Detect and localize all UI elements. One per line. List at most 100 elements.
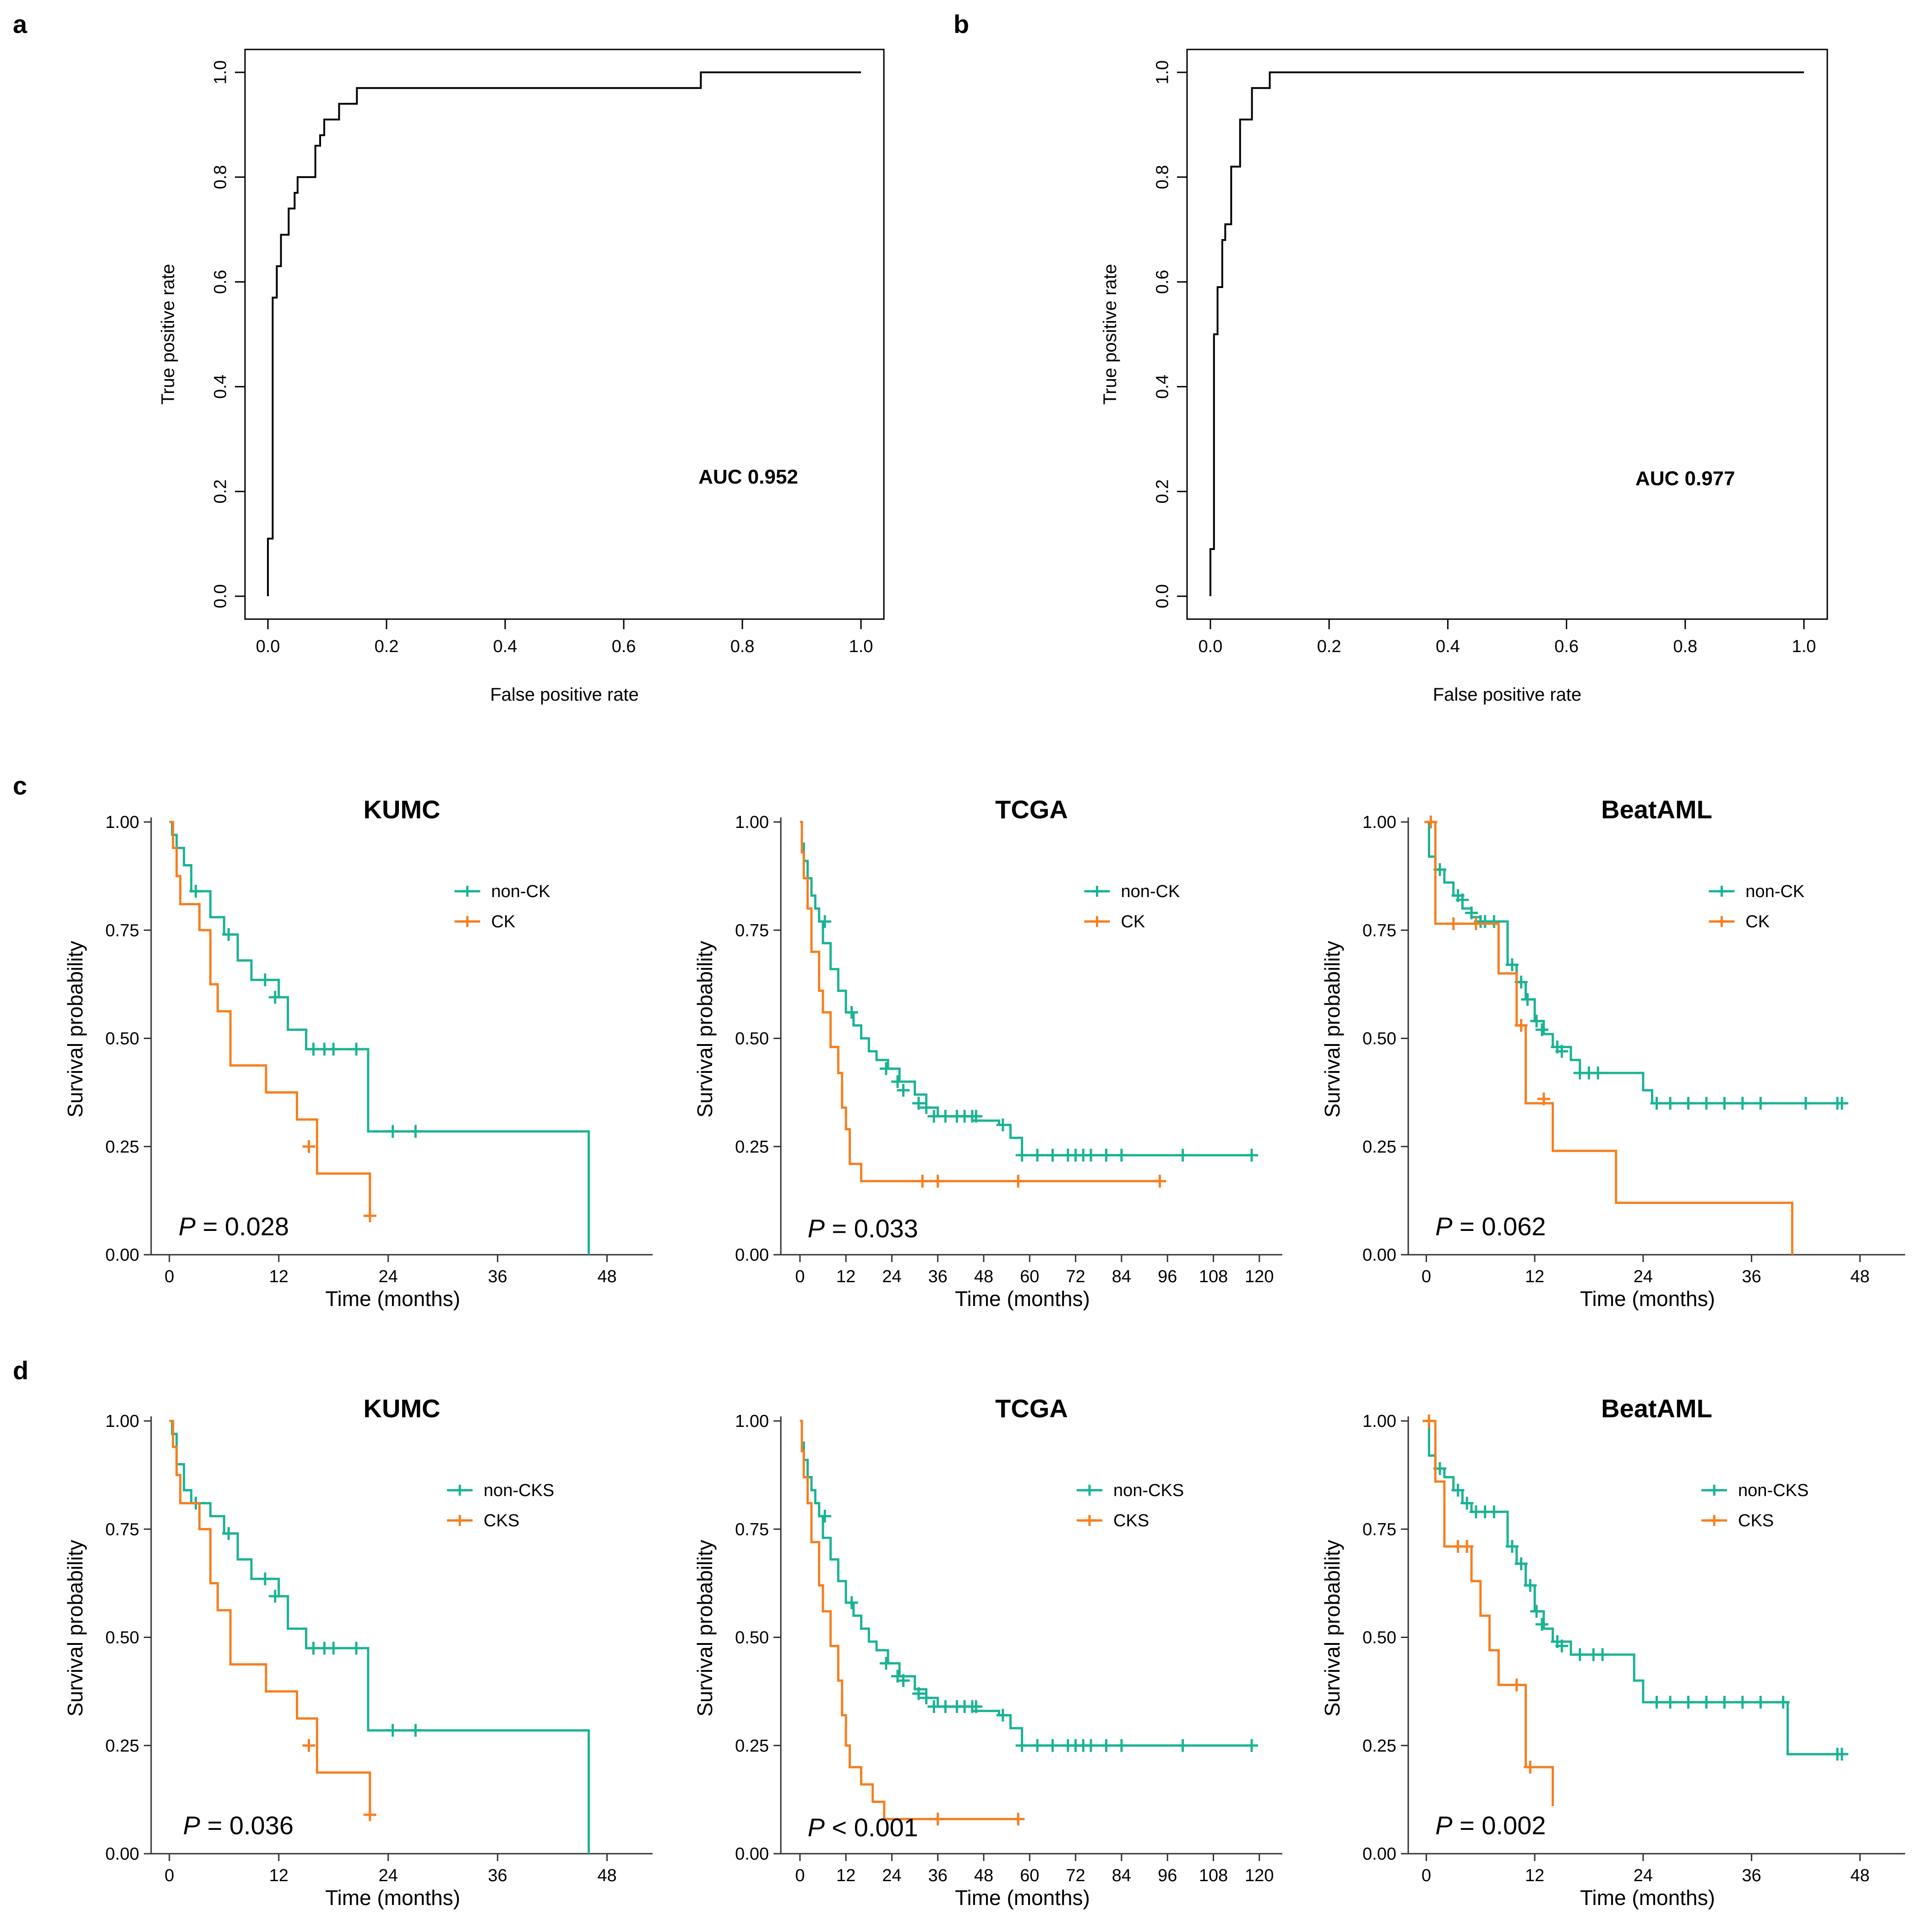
censor-mark: [327, 1642, 340, 1655]
censor-mark: [1447, 917, 1460, 931]
censor-mark: [258, 973, 272, 986]
censor-mark: [386, 1125, 399, 1138]
y-axis-label: True positive rate: [158, 264, 178, 405]
censor-mark: [897, 1674, 910, 1687]
survival-curve: [800, 1420, 1019, 1820]
censor-mark: [1031, 1148, 1044, 1162]
survival-curve: [169, 821, 371, 1216]
x-tick-label: 0: [1422, 1866, 1431, 1885]
censor-mark: [845, 1006, 858, 1019]
censor-mark: [1650, 1696, 1663, 1709]
survival-curve: [169, 1420, 590, 1854]
censor-mark: [1718, 1696, 1731, 1709]
x-tick-label: 0: [164, 1866, 174, 1885]
censor-mark: [409, 1125, 422, 1138]
censor-mark: [1591, 1067, 1605, 1080]
plot-frame: [244, 49, 885, 620]
chart-title: KUMC: [364, 795, 441, 824]
censor-mark: [1555, 1045, 1569, 1058]
x-tick-label: 0: [795, 1267, 805, 1286]
panel-letter-d: d: [13, 1356, 28, 1385]
censor-mark: [302, 1739, 316, 1752]
y-tick-label: 1.00: [105, 813, 139, 832]
x-tick-label: 12: [1525, 1866, 1544, 1885]
censor-mark: [1100, 1148, 1113, 1162]
legend-label: CK: [491, 912, 515, 931]
censor-mark: [1460, 1497, 1474, 1510]
legend-key-mark: [1716, 886, 1727, 897]
chart-title: BeatAML: [1601, 795, 1712, 824]
x-tick-label: 72: [1066, 1866, 1085, 1885]
censor-mark: [1521, 993, 1534, 1006]
x-tick-label: 12: [836, 1866, 855, 1885]
censor-mark: [1537, 1092, 1550, 1105]
censor-mark: [1573, 1648, 1586, 1661]
y-tick-label: 0.6: [211, 270, 230, 294]
censor-mark: [1460, 1540, 1474, 1553]
p-value-symbol: P: [179, 1212, 196, 1241]
censor-mark: [920, 1101, 933, 1114]
survival-curve: [800, 821, 1160, 1182]
y-tick-label: 0.50: [105, 1628, 139, 1648]
y-tick-label: 0.25: [1362, 1137, 1396, 1157]
survival-curve: [1426, 1420, 1842, 1756]
censor-mark: [931, 1175, 944, 1188]
x-tick-label: 0.0: [256, 637, 280, 656]
censor-mark: [1524, 1579, 1537, 1592]
x-tick-label: 0: [1422, 1267, 1431, 1286]
censor-mark: [1530, 1014, 1543, 1028]
x-tick-label: 36: [488, 1866, 507, 1885]
x-tick-label: 0.4: [493, 637, 518, 656]
y-tick-label: 0.00: [735, 1845, 769, 1864]
censor-mark: [349, 1642, 363, 1655]
km-d-kumc: 0.00 0.25 0.50 0.75 1.00 0 12 24 36 48 KUMC Time (m…: [63, 1394, 653, 1910]
censor-mark: [268, 1589, 282, 1603]
censor-mark: [1835, 1747, 1848, 1761]
legend-label: non-CK: [491, 882, 550, 901]
charts-container: 0.0 0.2 0.4 0.6 0.8 1.0 0.0 0.2 0.4 0.6 0.8 1.0 Fals…: [63, 49, 1905, 1910]
legend-label: non-CK: [1121, 882, 1180, 901]
panel-letter-c: c: [13, 771, 27, 800]
chart-title: TCGA: [995, 1394, 1068, 1423]
y-tick-label: 0.50: [1362, 1029, 1396, 1049]
x-tick-label: 60: [1020, 1267, 1039, 1286]
x-tick-label: 24: [1634, 1267, 1653, 1286]
censor-mark: [927, 1110, 941, 1123]
p-value-symbol: P: [1435, 1212, 1452, 1241]
y-axis-label: Survival probability: [1320, 941, 1344, 1117]
y-tick-label: 0.75: [735, 1520, 769, 1539]
legend-label: non-CKS: [1738, 1481, 1809, 1500]
x-axis-label: Time (months): [1580, 1886, 1715, 1910]
legend-key-mark: [462, 916, 473, 927]
x-axis-label: Time (months): [955, 1886, 1090, 1910]
legend-label: CK: [1745, 912, 1770, 931]
censor-mark: [1176, 1148, 1189, 1162]
p-value: P < 0.001: [808, 1813, 918, 1842]
censor-mark: [1505, 958, 1519, 971]
censor-mark: [409, 1724, 422, 1737]
x-tick-label: 12: [269, 1866, 289, 1885]
censor-mark: [1465, 906, 1478, 920]
y-tick-label: 0.4: [211, 375, 230, 399]
x-tick-label: 36: [488, 1267, 507, 1286]
x-tick-label: 1.0: [1792, 637, 1816, 656]
x-tick-label: 12: [1525, 1267, 1544, 1286]
censor-mark: [189, 885, 202, 898]
y-tick-label: 0.50: [735, 1029, 769, 1049]
censor-mark: [1487, 915, 1501, 928]
y-tick-label: 1.0: [211, 60, 230, 85]
x-tick-label: 48: [597, 1866, 616, 1885]
legend-label: CKS: [1113, 1511, 1149, 1530]
censor-mark: [1530, 1605, 1543, 1618]
y-tick-label: 0.50: [1362, 1628, 1396, 1648]
censor-mark: [845, 1596, 858, 1609]
survival-curve: [800, 821, 1252, 1157]
censor-mark: [1718, 1097, 1731, 1110]
censor-mark: [1535, 1618, 1548, 1631]
p-value: P = 0.028: [179, 1212, 289, 1241]
p-value: P = 0.062: [1435, 1212, 1546, 1241]
p-value: P = 0.033: [808, 1214, 918, 1243]
survival-curve: [1426, 821, 1793, 1255]
roc-curve: [267, 71, 861, 596]
y-tick-label: 0.8: [1153, 165, 1172, 189]
